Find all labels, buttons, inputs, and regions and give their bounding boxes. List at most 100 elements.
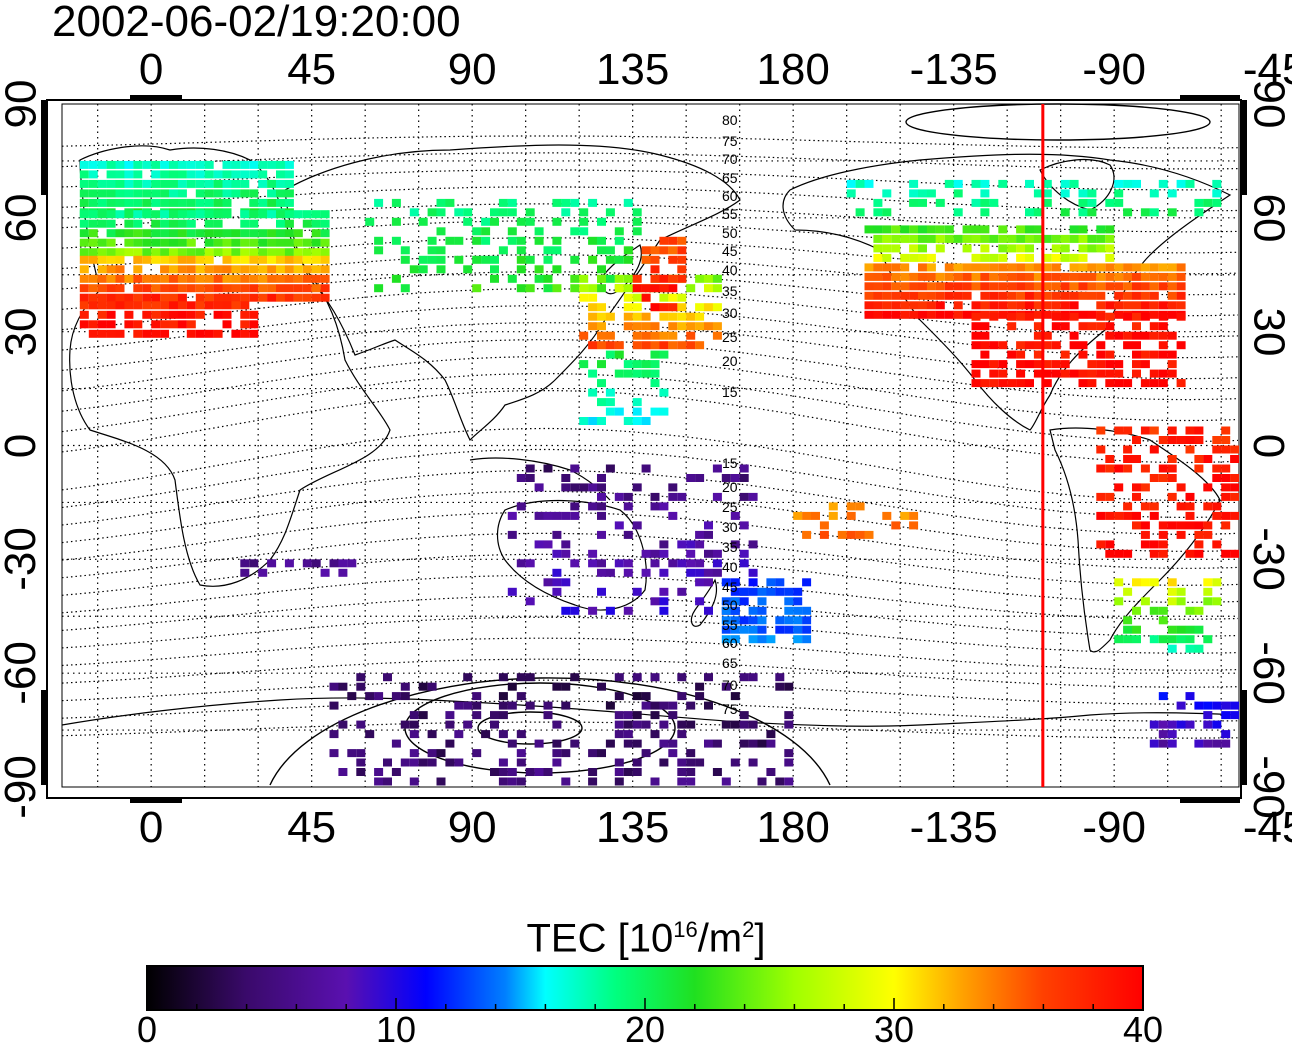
- tec-cell: [481, 227, 491, 236]
- tec-cell: [1096, 322, 1106, 331]
- tec-cell: [597, 559, 606, 568]
- tec-cell: [623, 246, 633, 255]
- tec-cell: [1176, 521, 1186, 530]
- tec-cell: [659, 540, 669, 549]
- tec-cell: [240, 329, 250, 338]
- tec-cell: [730, 597, 740, 606]
- tec-cell: [784, 749, 794, 758]
- tec-cell: [918, 282, 927, 291]
- tec-cell: [222, 320, 232, 329]
- tec-cell: [1167, 739, 1177, 748]
- tec-cell: [561, 208, 571, 217]
- tec-cell: [686, 720, 696, 729]
- tec-cell: [677, 673, 687, 682]
- tec-cell: [409, 749, 419, 758]
- tec-cell: [88, 329, 98, 338]
- tec-cell: [1123, 625, 1133, 634]
- tec-cell: [677, 274, 687, 283]
- tec-cell: [748, 587, 758, 596]
- tec-cell: [623, 322, 633, 331]
- tec-cell: [1051, 272, 1061, 281]
- tec-cell: [169, 320, 178, 329]
- tec-cell: [1149, 208, 1159, 217]
- tec-cell: [142, 229, 152, 238]
- tec-cell: [1132, 606, 1141, 615]
- tec-cell: [748, 616, 758, 625]
- tec-cell: [1132, 625, 1141, 634]
- tec-cell: [659, 274, 669, 283]
- tec-cell: [240, 293, 250, 302]
- tec-cell: [498, 711, 508, 720]
- tec-cell: [1016, 291, 1026, 300]
- contour-line: [61, 469, 1239, 535]
- tec-cell: [240, 265, 250, 274]
- tec-cell: [1042, 253, 1052, 262]
- tec-cell: [1078, 189, 1088, 198]
- tec-cell: [1025, 208, 1034, 217]
- tec-cell: [276, 255, 285, 264]
- bottom-lon-label: 0: [138, 803, 164, 852]
- tec-cell: [525, 701, 535, 710]
- tec-cell: [1087, 379, 1097, 388]
- tec-cell: [284, 274, 294, 283]
- tec-cell: [641, 549, 651, 558]
- bottom-lon-label: -135: [909, 803, 998, 852]
- tec-cell: [534, 483, 544, 492]
- tec-cell: [1105, 540, 1115, 549]
- tec-cell: [418, 265, 428, 274]
- tec-cell: [980, 189, 990, 198]
- tec-cell: [1221, 730, 1231, 739]
- tec-cell: [1033, 234, 1043, 243]
- tec-cell: [704, 274, 713, 283]
- tec-cell: [793, 635, 803, 644]
- tec-cell: [588, 312, 598, 321]
- tec-cell: [204, 198, 214, 207]
- tec-cell: [1203, 720, 1213, 729]
- tec-cell: [320, 265, 330, 274]
- tec-cell: [989, 253, 999, 262]
- tec-cell: [160, 210, 170, 219]
- tec-cell: [641, 255, 651, 264]
- tec-cell: [195, 210, 205, 219]
- tec-cell: [79, 189, 89, 198]
- tec-cell: [1176, 502, 1186, 511]
- tec-cell: [472, 711, 482, 720]
- tec-cell: [151, 160, 161, 169]
- tec-cell: [374, 777, 384, 786]
- tec-cell: [222, 198, 232, 207]
- tec-cell: [516, 777, 526, 786]
- tec-cell: [900, 253, 910, 262]
- tec-cell: [1007, 282, 1017, 291]
- tec-cell: [302, 238, 312, 247]
- tec-cell: [1149, 322, 1159, 331]
- tec-cell: [204, 238, 214, 247]
- tec-cell: [793, 625, 803, 634]
- tec-cell: [1114, 464, 1124, 473]
- tec-cell: [204, 301, 214, 310]
- tec-cell: [543, 284, 553, 293]
- tec-cell: [186, 329, 196, 338]
- contour-label: 70: [722, 677, 738, 693]
- tec-cell: [169, 265, 178, 274]
- tec-cell: [944, 291, 954, 300]
- tec-cell: [1176, 282, 1186, 291]
- bottom-lon-label: 45: [287, 803, 337, 852]
- tec-cell: [1025, 360, 1034, 369]
- tec-cell: [142, 310, 152, 319]
- tec-cell: [864, 310, 874, 319]
- tec-cell: [534, 739, 544, 748]
- tec-cell: [534, 511, 544, 520]
- tec-cell: [659, 701, 669, 710]
- tec-cell: [534, 540, 544, 549]
- tec-cell: [614, 777, 624, 786]
- tec-cell: [1167, 350, 1177, 359]
- tec-cell: [597, 379, 606, 388]
- tec-cell: [445, 198, 455, 207]
- tec-cell: [222, 274, 232, 283]
- tec-cell: [748, 625, 758, 634]
- tec-cell: [115, 329, 125, 338]
- tec-cell: [971, 341, 981, 350]
- tec-cell: [1025, 301, 1034, 310]
- tec-cell: [614, 274, 624, 283]
- tec-cell: [1016, 282, 1026, 291]
